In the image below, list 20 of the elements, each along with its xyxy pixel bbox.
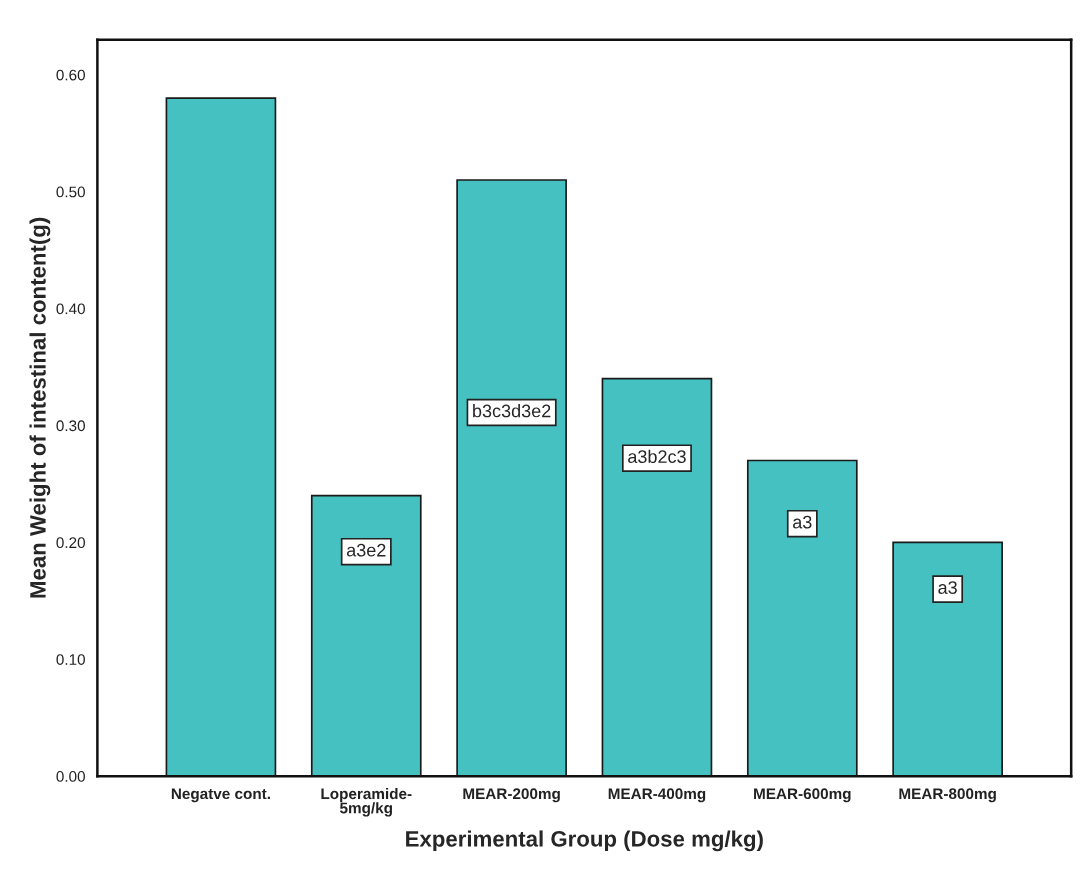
x-axis-title: Experimental Group (Dose mg/kg) — [406, 830, 763, 852]
y-tick-label: 0.60 — [56, 69, 85, 81]
x-tick-label: MEAR-600mg — [754, 788, 851, 803]
x-tick-label: MEAR-800mg — [899, 788, 996, 803]
y-tick-label: 0.50 — [56, 186, 85, 198]
x-tick-label: MEAR-400mg — [608, 788, 706, 803]
y-tick-label: 0.40 — [56, 303, 85, 315]
x-tick-label: MEAR-200mg — [463, 788, 560, 803]
y-tick-label: 0.20 — [56, 537, 85, 549]
x-tick-label: Negatve cont. — [171, 788, 270, 803]
x-tick-label: Loperamide- 5mg/kg — [321, 787, 412, 817]
y-tick-label: 0.10 — [56, 654, 85, 665]
y-axis-title: Mean Weight of intestinal content(g) — [29, 217, 51, 598]
y-tick-label: 0.00 — [56, 771, 85, 782]
y-tick-label: 0.30 — [56, 420, 85, 432]
annotation: a3 — [793, 515, 812, 529]
annotation: a3 — [938, 581, 957, 594]
annotation: b3c3d3e2 — [473, 404, 551, 418]
annotation: a3b2c3 — [628, 449, 686, 464]
annotation: a3e2 — [346, 543, 386, 557]
